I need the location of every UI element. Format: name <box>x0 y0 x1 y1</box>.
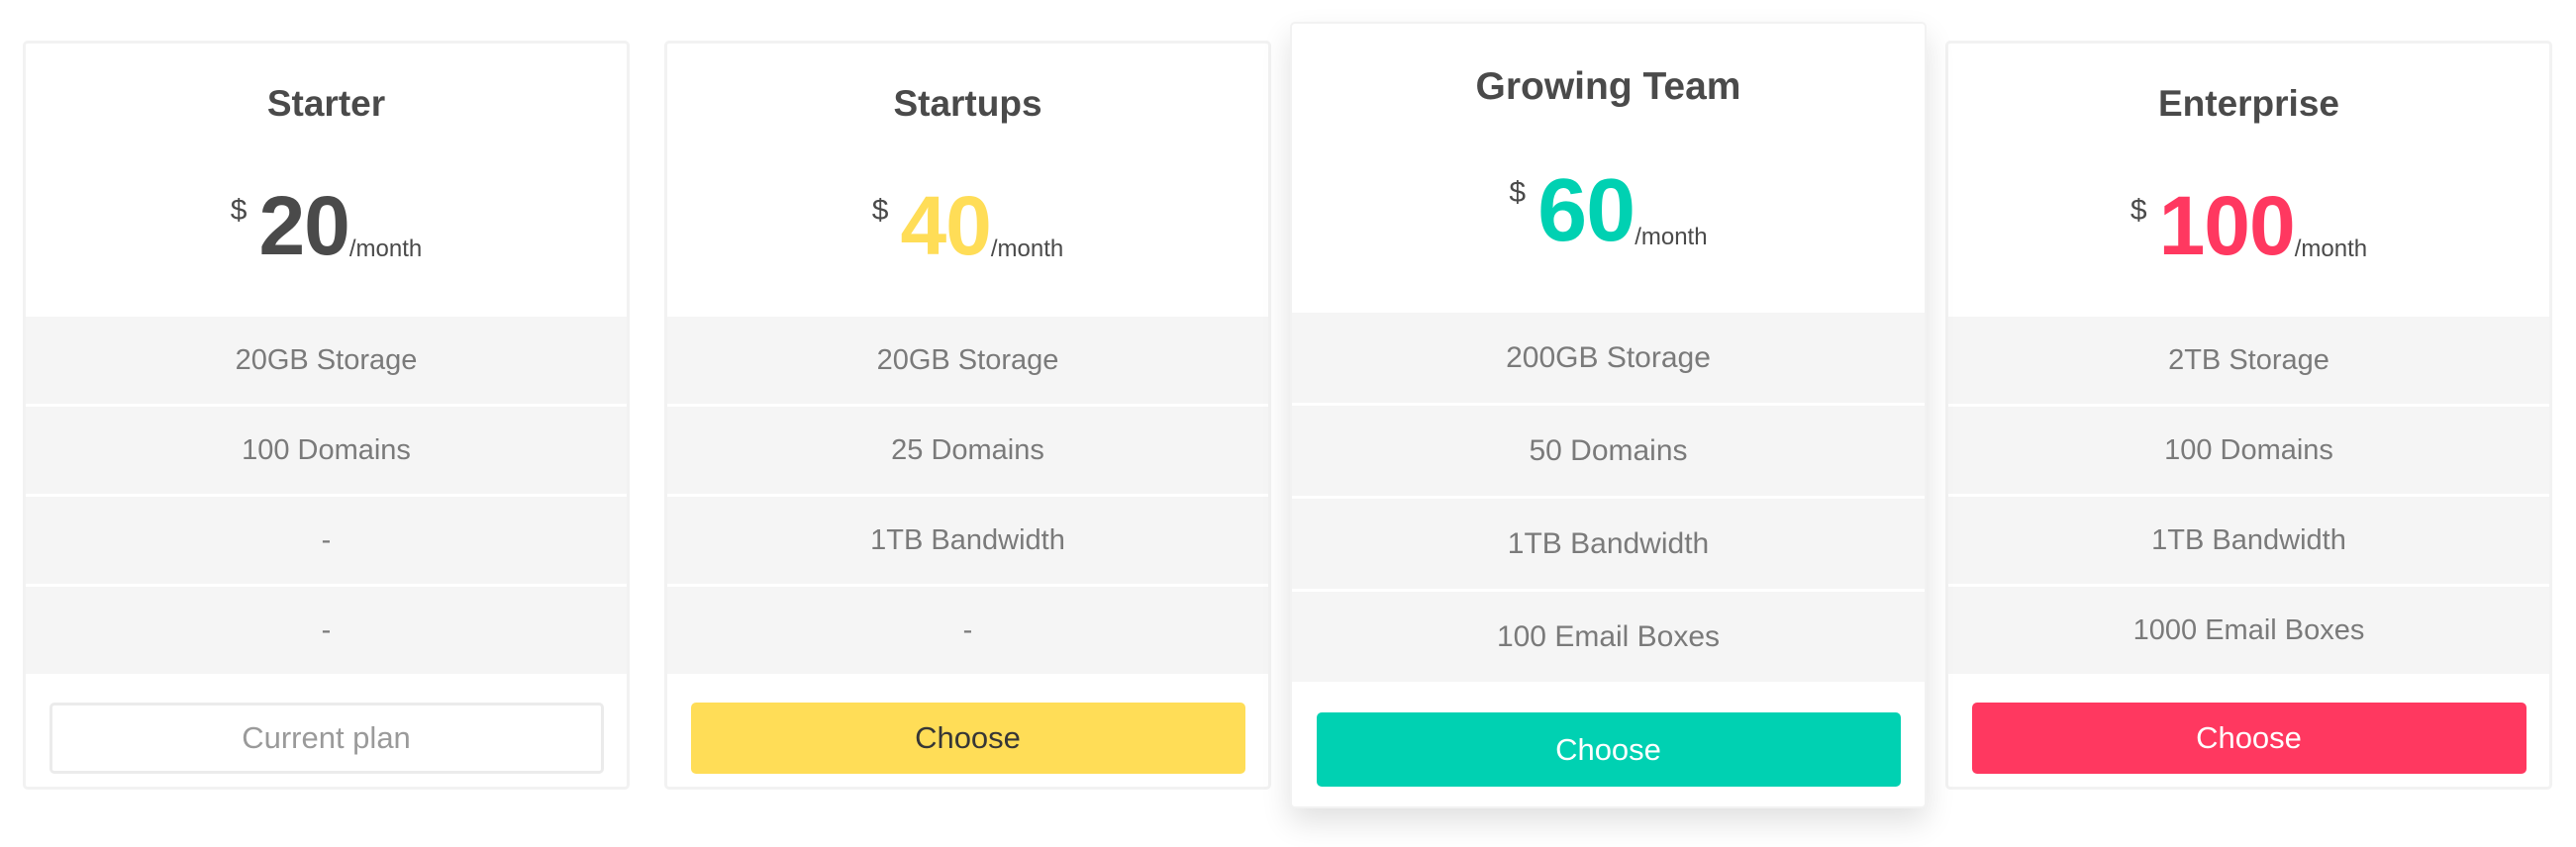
feature-item: 1TB Bandwidth <box>667 497 1268 587</box>
plan-title: Enterprise <box>2157 83 2339 124</box>
feature-item: 200GB Storage <box>1292 313 1925 406</box>
plan-header: Startups $ 40 /month <box>667 44 1268 317</box>
plan-card-growing-team: Growing Team $ 60 /month 200GB Storage 5… <box>1290 22 1927 808</box>
feature-item: 2TB Storage <box>1948 317 2549 407</box>
choose-enterprise-button[interactable]: Choose <box>1971 703 2526 774</box>
feature-item: 1TB Bandwidth <box>1948 497 2549 587</box>
plan-header: Growing Team $ 60 /month <box>1292 24 1925 313</box>
price-period: /month <box>990 235 1064 262</box>
currency-symbol: $ <box>2130 194 2147 227</box>
feature-item: 25 Domains <box>667 407 1268 497</box>
feature-item: 100 Domains <box>1948 407 2549 497</box>
price-amount: 60 <box>1537 161 1635 260</box>
plan-footer: Choose <box>667 677 1268 787</box>
plan-card-starter: Starter $ 20 /month 20GB Storage 100 Dom… <box>23 41 630 790</box>
feature-item: 100 Domains <box>26 407 627 497</box>
current-plan-button[interactable]: Current plan <box>49 703 604 774</box>
choose-growing-team-button[interactable]: Choose <box>1316 712 1901 787</box>
plan-header: Enterprise $ 100 /month <box>1948 44 2549 317</box>
price-amount: 20 <box>258 179 349 272</box>
plan-price: $ 40 /month <box>872 184 1064 267</box>
plan-card-enterprise: Enterprise $ 100 /month 2TB Storage 100 … <box>1945 41 2552 790</box>
plan-footer: Choose <box>1292 685 1925 806</box>
price-period: /month <box>1635 224 1708 250</box>
plan-footer: Choose <box>1948 677 2549 787</box>
currency-symbol: $ <box>230 194 248 227</box>
currency-symbol: $ <box>1509 176 1527 209</box>
choose-startups-button[interactable]: Choose <box>690 703 1245 774</box>
plan-title: Startups <box>893 83 1042 124</box>
price-amount: 100 <box>2158 179 2296 272</box>
plan-title: Starter <box>266 83 386 124</box>
feature-item: 50 Domains <box>1292 406 1925 499</box>
plan-header: Starter $ 20 /month <box>26 44 627 317</box>
plan-title: Growing Team <box>1475 65 1741 108</box>
currency-symbol: $ <box>871 194 889 227</box>
feature-item: 1000 Email Boxes <box>1948 587 2549 677</box>
feature-item: 20GB Storage <box>26 317 627 407</box>
price-period: /month <box>348 235 423 262</box>
feature-item: - <box>26 587 627 677</box>
plan-price: $ 100 /month <box>2130 184 2367 267</box>
price-period: /month <box>2294 235 2368 262</box>
feature-item: 20GB Storage <box>667 317 1268 407</box>
feature-item: 1TB Bandwidth <box>1292 499 1925 592</box>
price-amount: 40 <box>900 179 991 272</box>
feature-item: - <box>26 497 627 587</box>
plan-price: $ 20 /month <box>231 184 423 267</box>
plan-footer: Current plan <box>26 677 627 787</box>
feature-item: 100 Email Boxes <box>1292 592 1925 685</box>
plan-price: $ 60 /month <box>1509 166 1707 255</box>
feature-item: - <box>667 587 1268 677</box>
plan-card-startups: Startups $ 40 /month 20GB Storage 25 Dom… <box>664 41 1271 790</box>
